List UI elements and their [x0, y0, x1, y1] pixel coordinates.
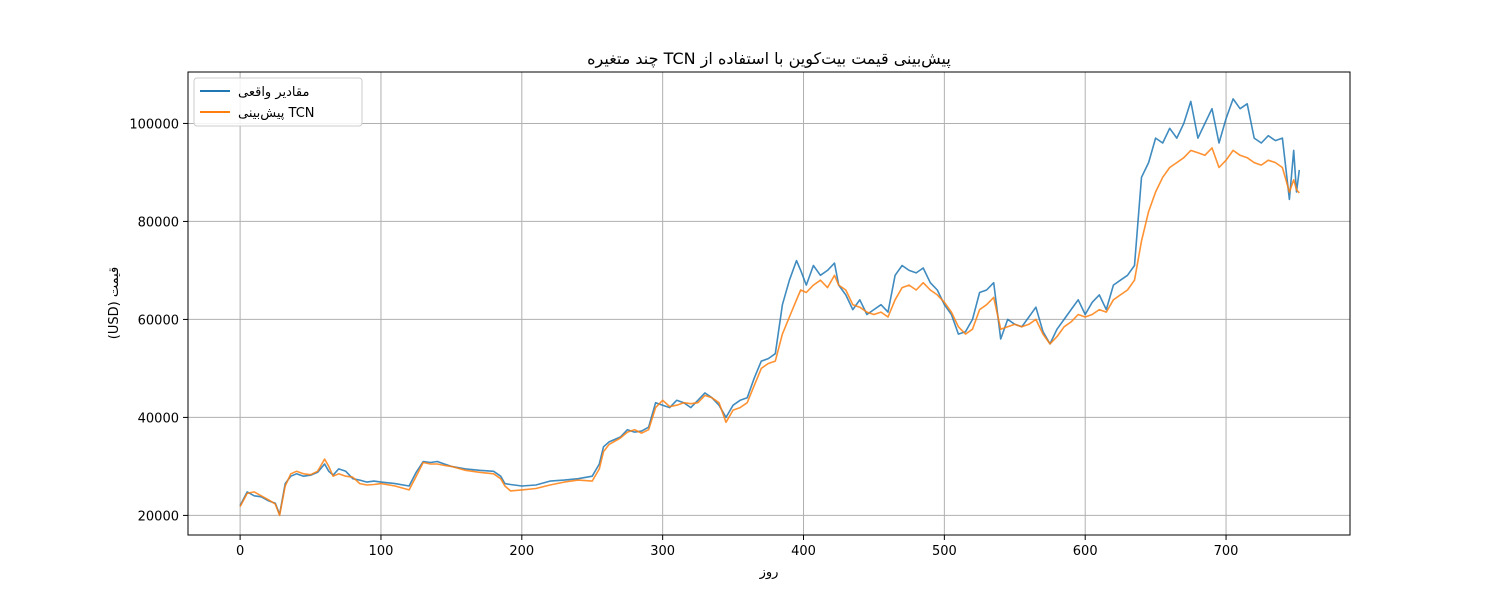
x-tick-label: 300: [650, 544, 675, 559]
legend-box: [193, 77, 363, 127]
legend-label-prediction: پیش‌بینی TCN: [238, 106, 315, 121]
x-tick-label: 0: [236, 544, 244, 559]
y-tick-label: 100000: [129, 117, 179, 132]
y-axis-ticks: 20000 40000 60000 80000 100000: [129, 117, 188, 524]
chart-title: پیش‌بینی قیمت بیت‌کوین با استفاده از TCN…: [587, 49, 951, 69]
x-tick-label: 600: [1073, 544, 1098, 559]
x-tick-label: 100: [369, 544, 394, 559]
series-line-prediction: [239, 147, 1300, 517]
y-tick-label: 20000: [138, 509, 179, 524]
y-tick-label: 80000: [138, 215, 179, 230]
grid-layer: [188, 72, 1350, 535]
legend-label-actual: مقادیر واقعی: [238, 85, 309, 100]
x-tick-label: 400: [791, 544, 816, 559]
plot-frame: [187, 71, 1351, 536]
x-axis-label: روز: [759, 565, 779, 580]
series-layer: [239, 98, 1301, 517]
legend: مقادیر واقعی پیش‌بینی TCN: [193, 77, 363, 127]
y-axis-label: قیمت (USD): [107, 267, 122, 339]
x-tick-label: 200: [509, 544, 534, 559]
y-tick-label: 40000: [138, 411, 179, 426]
y-tick-label: 60000: [138, 313, 179, 328]
x-tick-label: 500: [932, 544, 957, 559]
x-tick-label: 700: [1214, 544, 1239, 559]
x-axis-ticks: 0 100 200 300 400 500 600 700: [236, 535, 1238, 559]
series-line-actual: [239, 98, 1301, 516]
